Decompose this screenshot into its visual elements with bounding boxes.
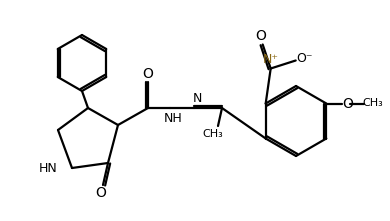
Text: CH₃: CH₃ (203, 129, 223, 139)
Text: N⁺: N⁺ (263, 53, 279, 66)
Text: O: O (342, 97, 353, 110)
Text: CH₃: CH₃ (362, 99, 383, 109)
Text: O: O (143, 67, 153, 81)
Text: NH: NH (164, 112, 183, 124)
Text: O: O (96, 186, 106, 200)
Text: HN: HN (39, 162, 58, 175)
Text: N: N (192, 93, 202, 105)
Text: O⁻: O⁻ (296, 52, 313, 65)
Text: O: O (255, 29, 266, 44)
